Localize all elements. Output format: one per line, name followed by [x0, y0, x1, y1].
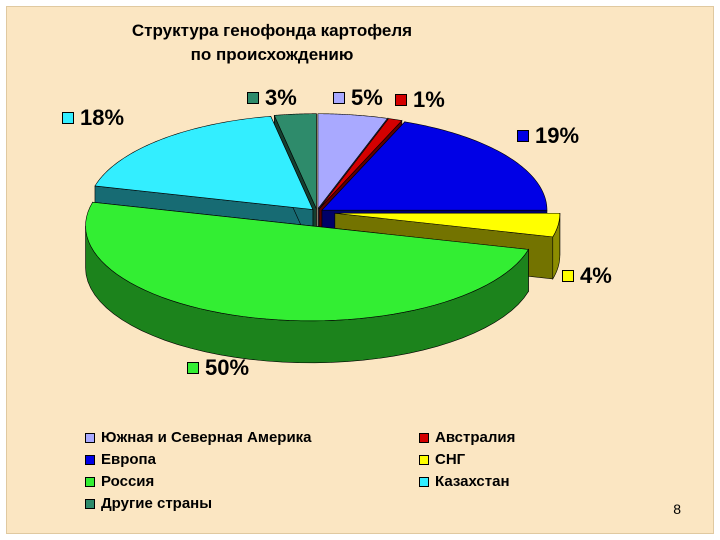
pie-slice-russia: [85, 201, 529, 364]
legend-item-americas: Южная и Северная Америка: [85, 429, 312, 446]
legend-item-cis: СНГ: [419, 451, 465, 468]
legend-swatch: [419, 432, 429, 443]
page-number: 8: [673, 501, 681, 517]
legend-item-russia: Россия: [85, 473, 154, 490]
data-label-swatch: [517, 130, 529, 142]
legend-item-australia: Австралия: [419, 429, 515, 446]
legend-swatch: [85, 498, 95, 509]
data-label-swatch: [187, 362, 199, 374]
data-label-americas: 5%: [333, 85, 383, 111]
legend-swatch: [85, 454, 95, 465]
pie-slice-top: [334, 212, 561, 238]
legend-item-other: Другие страны: [85, 495, 212, 512]
data-label-swatch: [333, 92, 345, 104]
legend-swatch: [419, 454, 429, 465]
data-label-russia: 50%: [187, 355, 249, 381]
legend-item-kazakhstan: Казахстан: [419, 473, 510, 490]
data-label-swatch: [562, 270, 574, 282]
data-label-australia: 1%: [395, 87, 445, 113]
pie-slice-top: [321, 121, 548, 211]
chart-title: Структура генофонда картофеля: [131, 21, 413, 40]
data-label-swatch: [62, 112, 74, 124]
pie-slice-top: [318, 118, 403, 210]
data-label-kazakhstan: 18%: [62, 105, 124, 131]
pie-chart: [85, 113, 561, 364]
chart-subtitle: по происхождению: [190, 45, 354, 64]
legend-swatch: [85, 476, 95, 487]
pie-slice-top: [273, 113, 317, 209]
data-label-swatch: [395, 94, 407, 106]
pie-slice-top: [94, 115, 314, 210]
legend-swatch: [85, 432, 95, 443]
data-label-swatch: [247, 92, 259, 104]
legend-item-europe: Европа: [85, 451, 156, 468]
data-label-other: 3%: [247, 85, 297, 111]
legend-swatch: [419, 476, 429, 487]
pie-slice-top: [85, 201, 529, 322]
slide: Структура генофонда картофеля по происхо…: [6, 6, 714, 534]
data-label-cis: 4%: [562, 263, 612, 289]
data-label-europe: 19%: [517, 123, 579, 149]
pie-slice-top: [317, 113, 389, 210]
